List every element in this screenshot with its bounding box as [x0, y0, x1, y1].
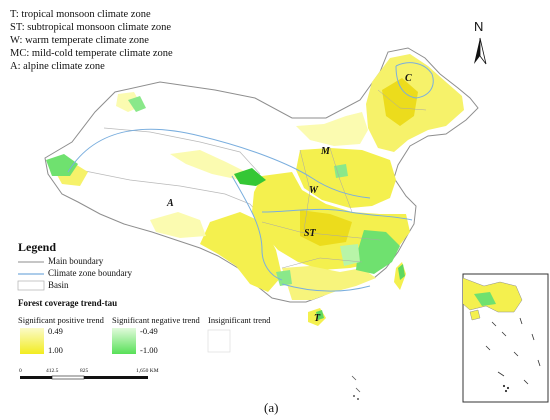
basin-boundaries: [261, 89, 427, 269]
trend-positive-top: 0.49: [48, 326, 63, 336]
north-label: N: [474, 19, 484, 34]
altai-green: [128, 96, 146, 112]
scale-label-0: 0: [19, 368, 22, 374]
inner-mongolia-east: [296, 112, 368, 146]
legend-climate-boundary: Climate zone boundary: [48, 268, 132, 278]
climate-boundary-cold: [395, 62, 434, 99]
inset-coast: [462, 277, 523, 313]
insignificant-trend-swatch: [207, 329, 231, 353]
trend-insignificant-label: Insignificant trend: [208, 315, 271, 325]
scale-label-2: 825: [80, 368, 89, 374]
inset-map: [462, 273, 549, 403]
trend-negative-top: -0.49: [140, 326, 158, 336]
negative-trend-areas: [46, 96, 405, 320]
trend-negative-bottom: -1.00: [140, 345, 158, 355]
positive-trend-swatch: [20, 328, 44, 354]
tibet-east-patches: [150, 212, 206, 238]
basin-boundary: [329, 147, 353, 213]
north-green-patch: [334, 164, 348, 178]
negative-trend-swatch: [112, 328, 136, 354]
trend-title: Forest coverage trend-tau: [18, 298, 118, 308]
legend-basin: Basin: [48, 280, 69, 290]
inset-islands: [485, 317, 541, 393]
southeast-coast-green: [356, 230, 400, 274]
main-boundary-internal: [103, 127, 261, 175]
zone-key-st: ST: subtropical monsoon climate zone: [10, 22, 172, 33]
hainan-green: [316, 310, 324, 320]
scale-label-3: 1,650 KM: [136, 368, 159, 374]
southwest-region: [200, 212, 282, 292]
inset-green: [474, 292, 496, 306]
central-region-dark: [300, 210, 352, 246]
scattered-islands: [351, 375, 361, 400]
xinjiang-far-west-green: [46, 154, 78, 176]
basin-boundary: [377, 89, 427, 111]
basin-swatch: [17, 280, 45, 291]
trend-positive-label: Significant positive trend: [18, 315, 104, 325]
zone-label-c: C: [405, 73, 412, 84]
northeast-region-dark: [382, 78, 418, 126]
zone-label-a: A: [167, 198, 174, 209]
zone-key-w: W: warm temperate climate zone: [10, 35, 149, 46]
scale-bar: [20, 375, 148, 380]
climate-boundary-subtropic-tropic: [281, 283, 371, 292]
hexi-corridor-green: [234, 168, 266, 186]
figure-caption: (a): [264, 400, 279, 415]
climate-boundary-alpine-north: [67, 128, 371, 199]
basin-boundary: [299, 149, 311, 231]
zone-key-a: A: alpine climate zone: [10, 61, 105, 72]
climate-boundary-alpine-east: [231, 175, 283, 281]
basin-boundary: [261, 221, 381, 241]
legend-main-boundary: Main boundary: [48, 256, 104, 266]
zone-label-m: M: [321, 146, 330, 157]
legend-title: Legend: [18, 240, 57, 254]
south-region: [282, 266, 376, 300]
zone-label-w: W: [309, 185, 318, 196]
trend-negative-label: Significant negative trend: [112, 315, 200, 325]
climate-boundary-warm-subtropic: [261, 208, 413, 221]
scale-label-1: 412.5: [46, 368, 59, 374]
zone-key-mc: MC: mild-cold temperate climate zone: [10, 48, 173, 59]
inset-hainan: [469, 309, 481, 321]
north-china-region: [296, 148, 396, 208]
hexi-strip: [170, 150, 246, 180]
zone-label-t: T: [314, 313, 321, 324]
taiwan-green: [398, 264, 405, 280]
south-green-patches: [276, 270, 292, 286]
north-arrow-icon: [474, 37, 487, 65]
basin-boundary: [281, 257, 363, 269]
zone-key-t: T: tropical monsoon climate zone: [10, 9, 151, 20]
climate-zone-boundaries: [67, 62, 434, 292]
zone-label-st: ST: [304, 228, 316, 239]
trend-positive-bottom: 1.00: [48, 345, 63, 355]
